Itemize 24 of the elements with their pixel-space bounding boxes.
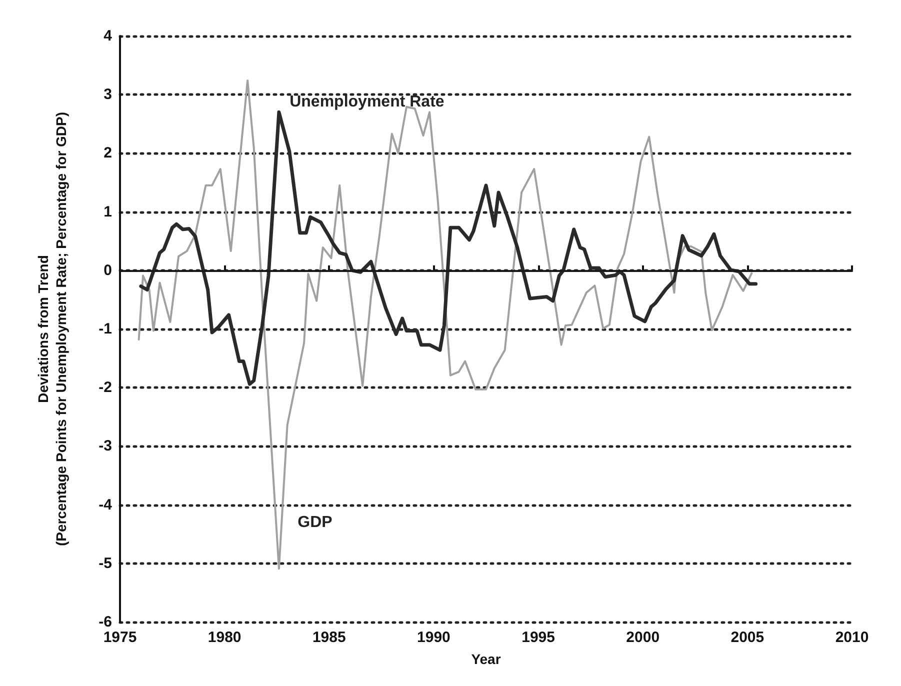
x-tick-label: 1975: [103, 629, 137, 646]
y-tick-label: 2: [104, 144, 112, 162]
y-tick-label: -2: [98, 379, 112, 396]
x-tick-label: 2000: [626, 629, 660, 646]
y-tick-label: 1: [104, 203, 112, 220]
x-tick-label: 1990: [417, 629, 450, 646]
x-tick-label: 1995: [522, 629, 555, 646]
x-axis-title: Year: [471, 651, 502, 667]
y-tick-label: 0: [104, 262, 112, 279]
y-tick-label: -1: [98, 320, 112, 338]
x-tick-label: 2010: [835, 629, 869, 646]
y-tick-label: -4: [98, 496, 113, 514]
y-tick-label: -3: [98, 438, 112, 455]
x-tick-label: 1985: [312, 629, 346, 646]
y-tick-label: -5: [98, 554, 112, 572]
y-tick-label: -6: [98, 614, 112, 630]
line-series: [138, 80, 753, 570]
y-tick-label: 4: [104, 28, 113, 44]
y-axis-title: Deviations from Trend (Percentage Points for Unemployment Rate; Percentage for GDP): [35, 112, 69, 546]
x-tick-label: 1980: [208, 629, 242, 646]
series-label: Unemployment Rate: [290, 94, 444, 111]
x-tick-label: 2005: [730, 629, 764, 646]
series-label: GDP: [298, 514, 333, 532]
y-tick-label: 3: [104, 86, 112, 104]
